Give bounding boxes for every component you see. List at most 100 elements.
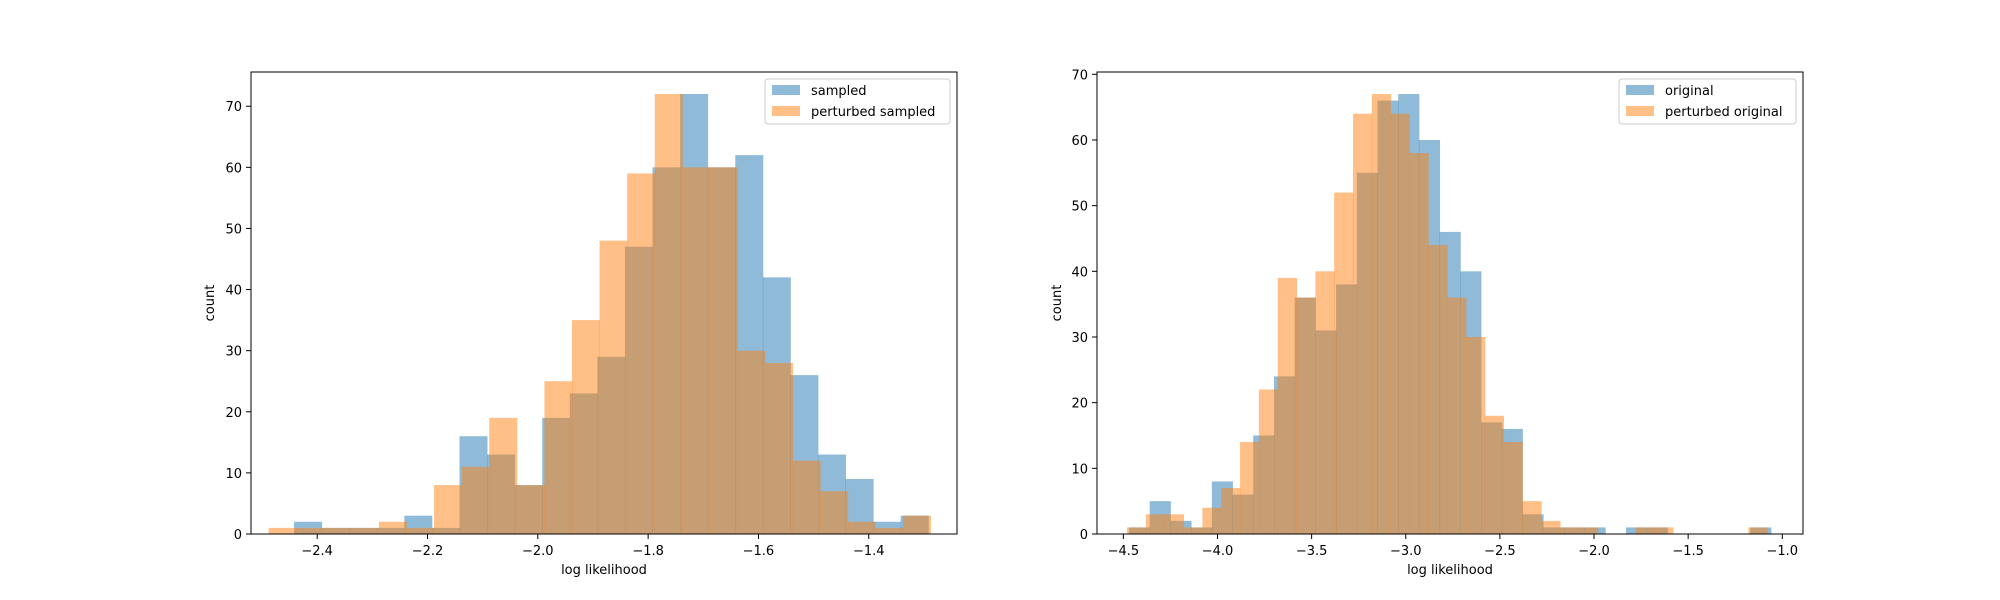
left-x-tick-label: −2.0 bbox=[522, 544, 554, 559]
left-x-tick-label: −1.4 bbox=[853, 544, 885, 559]
left-x-axis-label: log likelihood bbox=[561, 563, 647, 578]
left-perturbed-sampled-bar bbox=[351, 527, 380, 534]
left-perturbed-sampled-bar bbox=[461, 466, 490, 534]
left-y-axis-label: count bbox=[203, 285, 218, 322]
left-perturbed-sampled-bar bbox=[572, 320, 600, 534]
right-perturbed-original-bar bbox=[1296, 297, 1316, 534]
left-legend-label-sampled: sampled bbox=[811, 84, 867, 99]
right-plot-frame bbox=[1096, 71, 1804, 535]
right-legend-box bbox=[1618, 78, 1797, 125]
right-perturbed-original-bar bbox=[1541, 520, 1561, 534]
right-perturbed-original-bar bbox=[1127, 527, 1147, 534]
right-perturbed-original-bar bbox=[1371, 94, 1392, 534]
left-y-tick-label: 70 bbox=[225, 100, 242, 115]
left-y-tick-label: 10 bbox=[225, 467, 242, 482]
right-y-tick-label: 10 bbox=[1071, 462, 1088, 477]
right-perturbed-original-bar bbox=[1390, 113, 1410, 534]
right-perturbed-original-bar bbox=[1484, 415, 1505, 534]
left-perturbed-sampled-bar bbox=[516, 485, 545, 534]
right-legend-swatch-perturbed-original bbox=[1626, 106, 1654, 116]
right-perturbed-original-bar bbox=[1277, 277, 1297, 534]
left-perturbed-sampled-bar bbox=[902, 515, 931, 534]
right-x-tick-label: −4.0 bbox=[1202, 544, 1234, 559]
left-y-tick-label: 0 bbox=[234, 528, 242, 543]
left-legend-swatch-sampled bbox=[772, 85, 800, 95]
right-x-tick-label: −3.5 bbox=[1296, 544, 1328, 559]
left-x-tick-label: −1.8 bbox=[632, 544, 664, 559]
left-perturbed-sampled-bar bbox=[489, 417, 518, 534]
right-perturbed-original-bar bbox=[1334, 192, 1354, 534]
left-plot-frame bbox=[250, 71, 958, 535]
left-legend-swatch-perturbed-sampled bbox=[772, 106, 800, 116]
left-perturbed-sampled-bar bbox=[682, 167, 711, 534]
right-legend-label-original: original bbox=[1665, 84, 1714, 99]
right-x-tick-label: −1.5 bbox=[1672, 544, 1704, 559]
left-legend-box bbox=[764, 78, 951, 125]
left-perturbed-sampled-bar bbox=[627, 173, 656, 534]
left-perturbed-sampled-bar bbox=[847, 521, 876, 534]
left-y-tick-label: 30 bbox=[225, 345, 242, 360]
right-x-tick-label: −2.5 bbox=[1484, 544, 1516, 559]
right-y-tick-label: 60 bbox=[1071, 134, 1088, 149]
right-x-tick-label: −1.0 bbox=[1767, 544, 1799, 559]
left-perturbed-sampled-bar bbox=[875, 527, 904, 534]
left-histogram-bars bbox=[268, 94, 931, 535]
left-perturbed-sampled-bar bbox=[792, 460, 821, 534]
right-y-tick-label: 70 bbox=[1071, 68, 1088, 83]
right-x-tick-label: −3.0 bbox=[1390, 544, 1422, 559]
right-x-axis-label: log likelihood bbox=[1407, 563, 1493, 578]
right-perturbed-original-bar bbox=[1258, 389, 1279, 534]
left-legend: sampled perturbed sampled bbox=[764, 78, 951, 125]
right-y-axis-label: count bbox=[1050, 285, 1065, 322]
right-x-tick-label: −4.5 bbox=[1108, 544, 1140, 559]
left-y-axis: 0 10 20 30 40 50 60 70 bbox=[225, 100, 251, 543]
right-y-tick-label: 20 bbox=[1071, 397, 1088, 412]
left-histogram-panel: −2.4 −2.2 −2.0 −1.8 −1.6 −1.4 0 10 20 30 40 50 60 70… bbox=[203, 71, 958, 578]
right-perturbed-original-bar bbox=[1428, 245, 1448, 535]
right-perturbed-original-bar bbox=[1466, 336, 1486, 534]
right-x-tick-label: −2.0 bbox=[1578, 544, 1610, 559]
left-perturbed-sampled-bar bbox=[599, 240, 628, 535]
right-y-tick-label: 50 bbox=[1071, 200, 1088, 215]
right-legend-label-perturbed-original: perturbed original bbox=[1665, 105, 1783, 120]
left-perturbed-sampled-bar bbox=[820, 491, 849, 534]
right-y-axis: 0 10 20 30 40 50 60 70 bbox=[1071, 68, 1097, 543]
left-perturbed-sampled-bar bbox=[323, 527, 352, 534]
right-perturbed-original-bar bbox=[1409, 153, 1429, 534]
right-legend-swatch-original bbox=[1626, 85, 1654, 95]
left-perturbed-sampled-bar bbox=[765, 362, 794, 534]
left-x-axis: −2.4 −2.2 −2.0 −1.8 −1.6 −1.4 bbox=[301, 534, 885, 559]
right-histogram-panel: −4.5 −4.0 −3.5 −3.0 −2.5 −2.0 −1.5 −1.0 0 10 20 30… bbox=[1050, 68, 1804, 578]
right-perturbed-original-bar bbox=[1164, 514, 1185, 534]
left-perturbed-sampled-bar bbox=[654, 94, 683, 534]
left-x-tick-label: −2.4 bbox=[301, 544, 333, 559]
right-perturbed-original-bar bbox=[1183, 527, 1203, 534]
right-perturbed-original-bar bbox=[1353, 113, 1373, 534]
right-perturbed-original-bar bbox=[1202, 507, 1222, 534]
right-perturbed-original-bar bbox=[1635, 527, 1655, 534]
right-x-axis: −4.5 −4.0 −3.5 −3.0 −2.5 −2.0 −1.5 −1.0 bbox=[1108, 534, 1799, 559]
right-perturbed-original-bar bbox=[1315, 271, 1335, 534]
left-perturbed-sampled-bar bbox=[296, 527, 325, 534]
left-perturbed-sampled-bar bbox=[378, 521, 407, 534]
right-y-tick-label: 30 bbox=[1071, 331, 1088, 346]
left-perturbed-sampled-bar bbox=[709, 167, 738, 534]
left-perturbed-sampled-bar bbox=[434, 485, 463, 534]
left-x-tick-label: −1.6 bbox=[743, 544, 775, 559]
left-perturbed-sampled-bar bbox=[268, 527, 297, 534]
right-y-tick-label: 40 bbox=[1071, 265, 1088, 280]
right-y-tick-label: 0 bbox=[1080, 528, 1088, 543]
right-histogram-bars bbox=[1127, 94, 1772, 535]
left-y-tick-label: 60 bbox=[225, 161, 242, 176]
right-perturbed-original-bar bbox=[1221, 488, 1241, 534]
right-perturbed-original-bar bbox=[1578, 527, 1599, 534]
right-perturbed-original-bar bbox=[1560, 527, 1580, 534]
left-perturbed-sampled-bar bbox=[544, 381, 573, 534]
left-perturbed-sampled-bar bbox=[737, 350, 766, 534]
right-perturbed-original-bar bbox=[1145, 514, 1166, 534]
right-perturbed-original-bar bbox=[1522, 501, 1542, 534]
left-y-tick-label: 50 bbox=[225, 222, 242, 237]
left-y-tick-label: 20 bbox=[225, 406, 242, 421]
left-x-tick-label: −2.2 bbox=[412, 544, 444, 559]
